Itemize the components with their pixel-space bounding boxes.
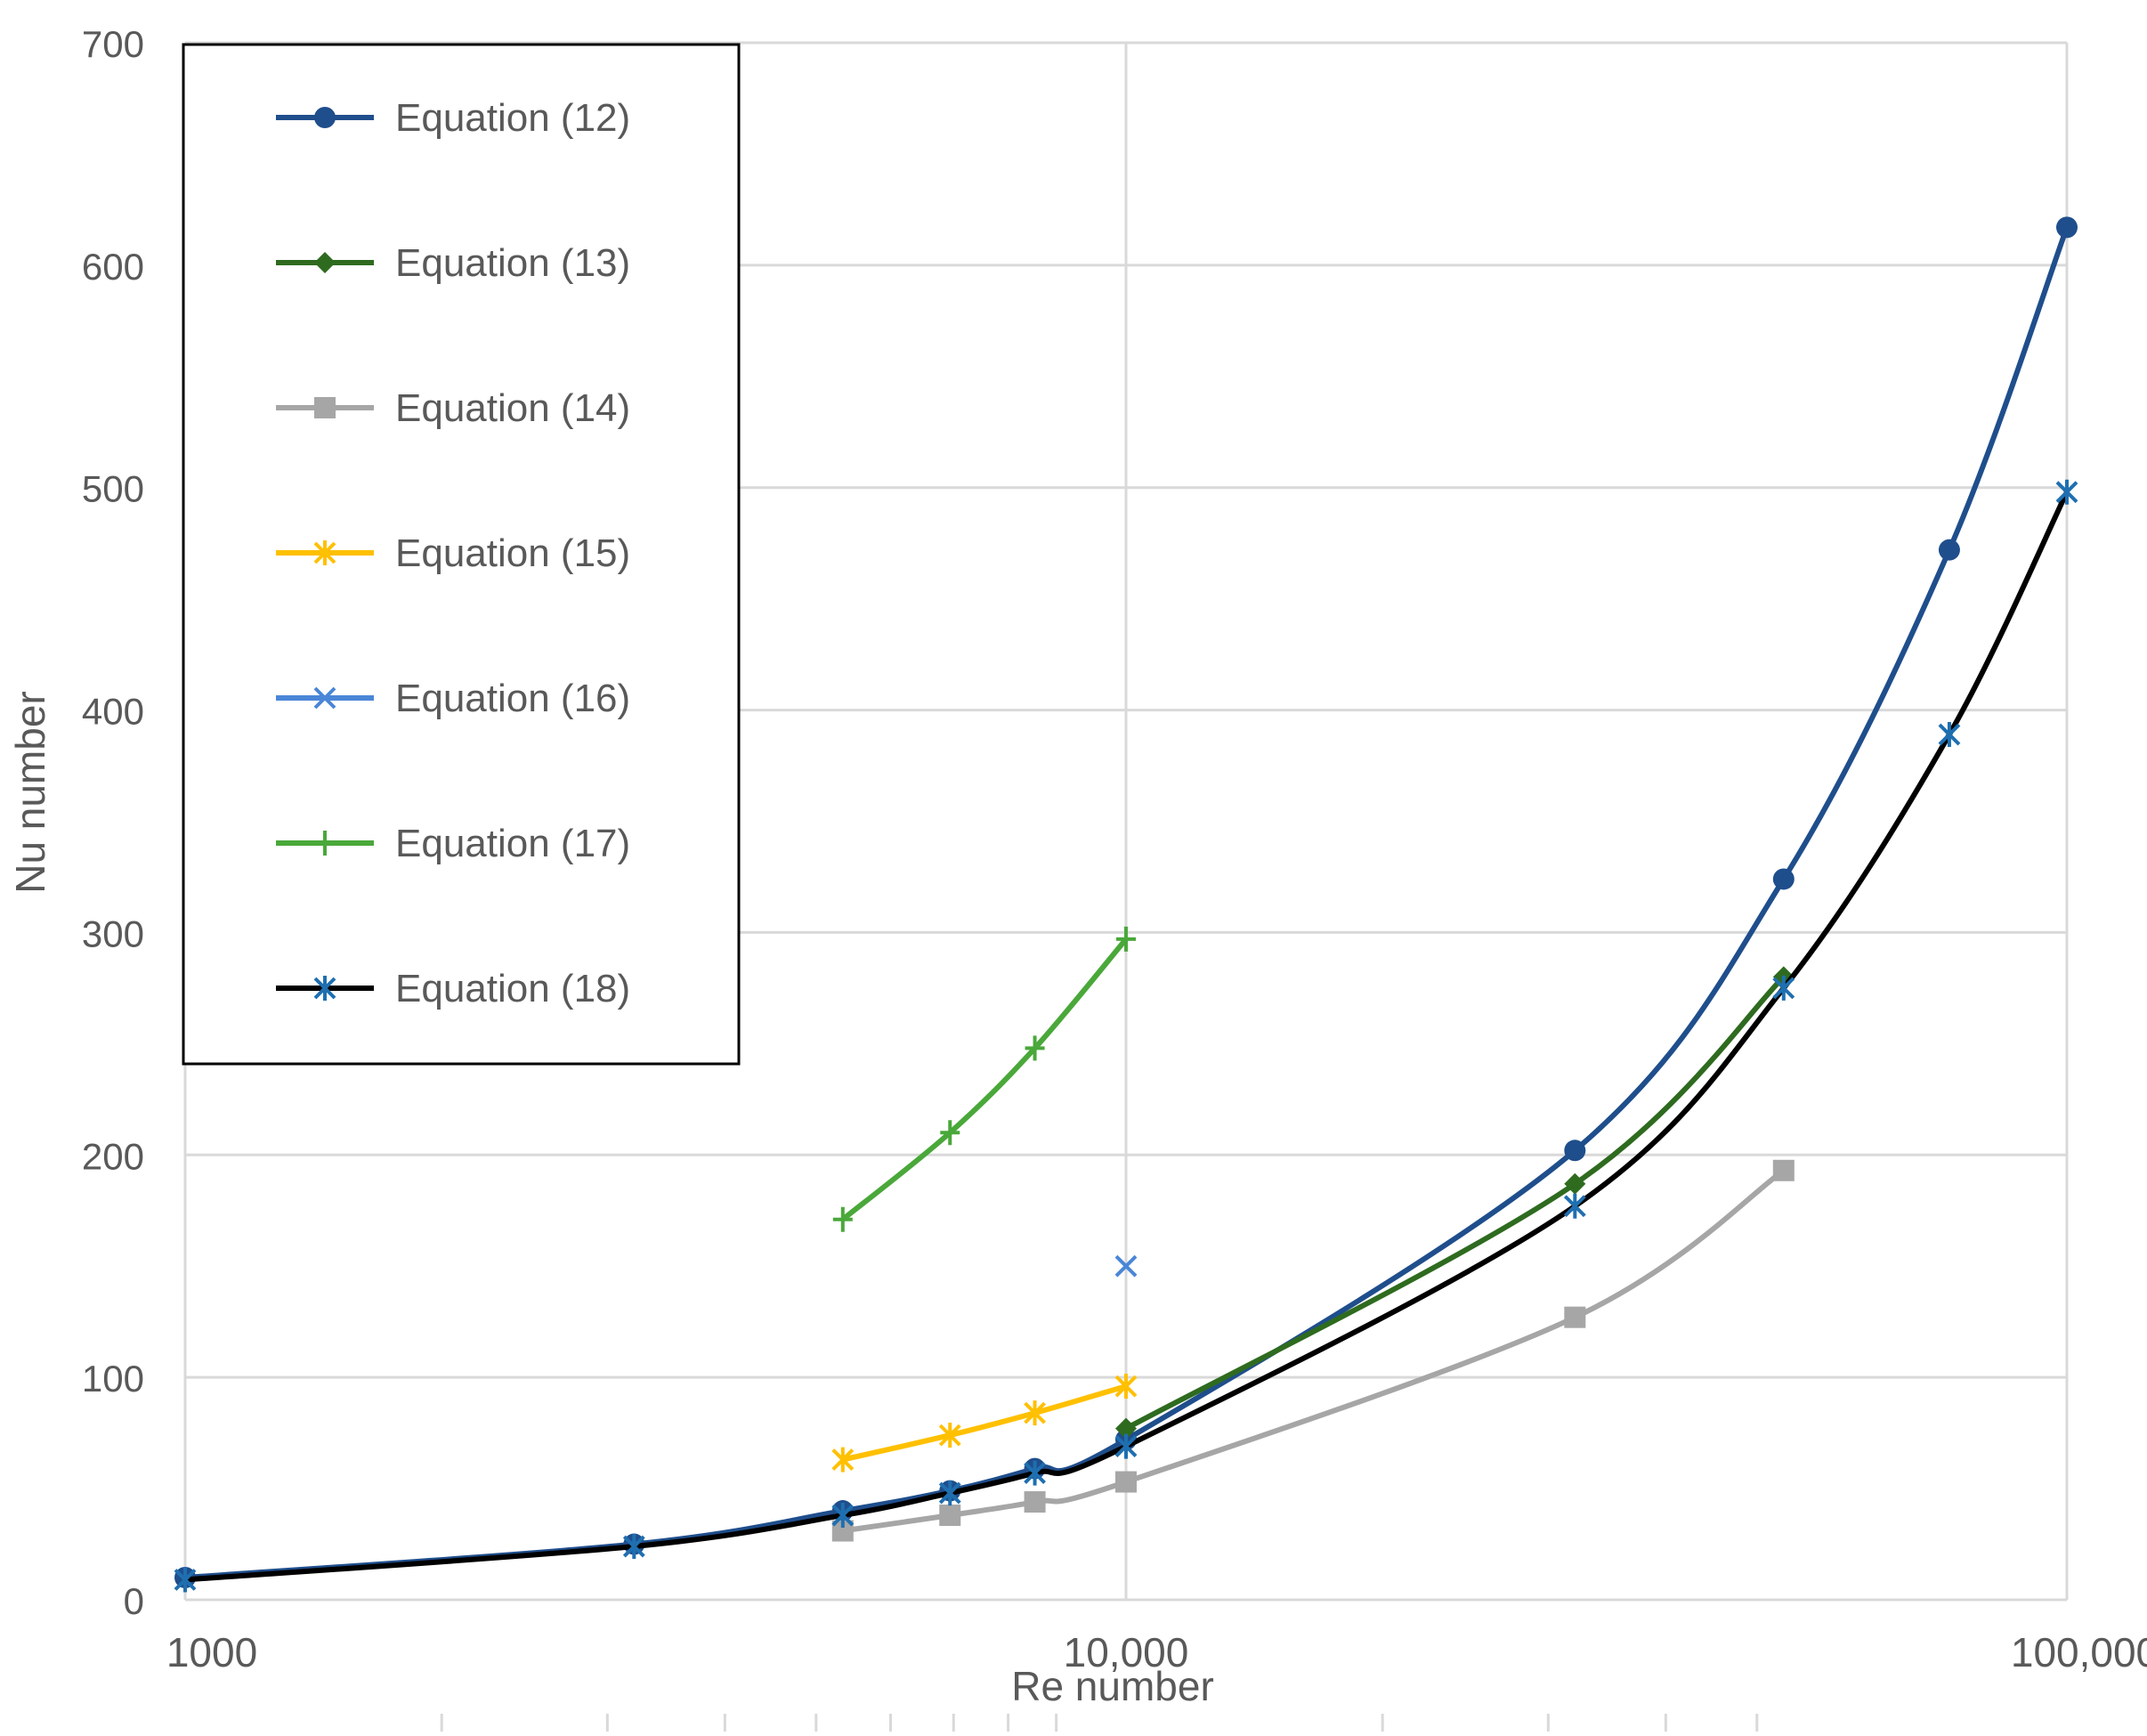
x-tick-labels: 1000 10,000 100,000 — [166, 1629, 2147, 1675]
legend-label: Equation (15) — [395, 531, 630, 575]
data-point — [939, 1505, 961, 1527]
series-line — [842, 1383, 1127, 1463]
data-point — [622, 1534, 645, 1560]
y-tick-label: 700 — [82, 23, 144, 65]
data-point — [831, 1447, 855, 1472]
y-tick-label: 300 — [82, 913, 144, 954]
y-tick-label: 500 — [82, 468, 144, 510]
series-line — [184, 226, 2070, 1580]
series-3 — [831, 1159, 1795, 1542]
data-point — [1772, 868, 1795, 890]
data-point — [940, 1120, 960, 1146]
legend-item: Equation (12) — [276, 96, 630, 140]
legend-marker — [313, 686, 336, 710]
x-axis-title: Re number — [1011, 1663, 1214, 1709]
legend-marker — [313, 540, 336, 565]
x-tick-label: 10,000 — [1064, 1629, 1189, 1675]
series-6 — [832, 926, 1136, 1232]
series-line — [184, 491, 2070, 1583]
legend-item: Equation (15) — [276, 531, 630, 575]
legend-marker — [314, 107, 336, 128]
legend-label: Equation (18) — [395, 967, 630, 1010]
data-point — [1772, 1159, 1795, 1181]
data-point — [1024, 1400, 1046, 1426]
data-point — [1115, 1417, 1137, 1440]
y-tick-label: 200 — [82, 1135, 144, 1177]
y-tick-label: 0 — [124, 1580, 144, 1622]
series-5 — [1114, 1254, 1138, 1278]
data-point — [1938, 722, 1961, 748]
y-axis-title: Nu number — [7, 691, 53, 894]
series-7 — [174, 479, 2078, 1593]
data-point — [1772, 975, 1795, 1001]
legend-label: Equation (17) — [395, 822, 630, 865]
y-tick-label: 400 — [82, 691, 144, 733]
data-point — [1564, 1172, 1586, 1195]
data-point — [2056, 216, 2078, 239]
data-point — [832, 1206, 853, 1232]
data-point — [938, 1480, 961, 1506]
legend-item: Equation (16) — [276, 677, 630, 720]
series-line — [1124, 975, 1786, 1432]
legend-marker — [314, 397, 336, 418]
data-point — [831, 1503, 855, 1529]
series-4 — [831, 1374, 1138, 1472]
series-layer — [174, 216, 2078, 1593]
legend-item: Equation (13) — [276, 241, 630, 285]
legend-marker — [315, 831, 335, 856]
data-point — [1114, 1254, 1138, 1278]
y-tick-label: 100 — [82, 1358, 144, 1399]
y-tick-labels: 0 100 200 300 400 500 600 700 — [82, 23, 144, 1622]
data-point — [938, 1423, 961, 1448]
data-point — [1938, 539, 1960, 561]
data-point — [2055, 479, 2078, 505]
legend: Equation (12) Equation (13) Equation (14) E… — [182, 43, 741, 1066]
legend-items: Equation (12) Equation (13) Equation (14) E… — [276, 96, 630, 1010]
series-line — [840, 937, 1129, 1222]
data-point — [1024, 1491, 1046, 1513]
x-tick-label: 100,000 — [2011, 1629, 2147, 1675]
legend-label: Equation (12) — [395, 96, 630, 140]
data-point — [1114, 1433, 1138, 1459]
data-point — [174, 1567, 197, 1593]
x-tick-label: 1000 — [166, 1629, 257, 1675]
data-point — [1564, 1306, 1586, 1328]
legend-item: Equation (18) — [276, 967, 630, 1010]
bottom-minor-ticks — [440, 1714, 1759, 1732]
data-point — [1024, 1460, 1046, 1486]
legend-item: Equation (17) — [276, 822, 630, 865]
data-point — [1564, 1140, 1586, 1162]
data-point — [1563, 1193, 1586, 1219]
data-point — [1116, 926, 1136, 952]
legend-label: Equation (14) — [395, 386, 630, 430]
legend-marker — [314, 252, 336, 273]
legend-item: Equation (14) — [276, 386, 630, 430]
legend-label: Equation (16) — [395, 677, 630, 720]
y-tick-label: 600 — [82, 246, 144, 288]
data-point — [1115, 1471, 1137, 1493]
legend-label: Equation (13) — [395, 241, 630, 285]
data-point — [1025, 1035, 1045, 1061]
legend-marker — [313, 976, 336, 1001]
data-point — [1114, 1374, 1138, 1399]
